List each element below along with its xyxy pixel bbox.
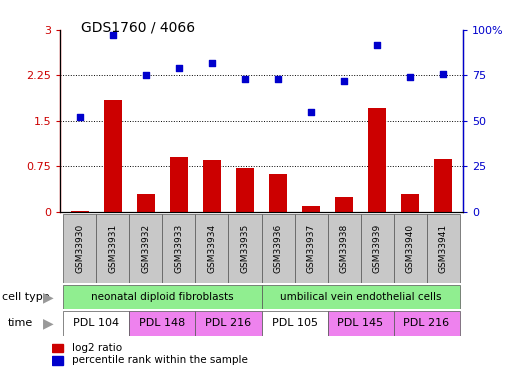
Bar: [269, 174, 287, 212]
Bar: [434, 159, 452, 212]
Bar: [196, 214, 229, 283]
Bar: [262, 285, 460, 309]
Bar: [262, 311, 327, 336]
Bar: [229, 214, 262, 283]
Point: [340, 78, 348, 84]
Text: GSM33941: GSM33941: [439, 224, 448, 273]
Bar: [130, 214, 163, 283]
Bar: [294, 214, 327, 283]
Point: [76, 114, 84, 120]
Bar: [335, 197, 353, 212]
Bar: [262, 214, 294, 283]
Bar: [236, 168, 254, 212]
Bar: [393, 311, 460, 336]
Text: PDL 216: PDL 216: [206, 318, 252, 328]
Text: GSM33931: GSM33931: [108, 224, 118, 273]
Text: GSM33934: GSM33934: [208, 224, 217, 273]
Point: [274, 76, 282, 82]
Text: PDL 145: PDL 145: [337, 318, 383, 328]
Text: neonatal diploid fibroblasts: neonatal diploid fibroblasts: [91, 292, 234, 302]
Bar: [52, 356, 63, 364]
Bar: [302, 206, 320, 212]
Point: [208, 60, 216, 66]
Point: [175, 65, 183, 71]
Bar: [427, 214, 460, 283]
Text: GSM33937: GSM33937: [306, 224, 315, 273]
Bar: [163, 214, 196, 283]
Text: PDL 104: PDL 104: [73, 318, 120, 328]
Point: [241, 76, 249, 82]
Bar: [327, 311, 393, 336]
Point: [307, 109, 315, 115]
Bar: [71, 211, 89, 212]
Bar: [63, 311, 130, 336]
Bar: [96, 214, 130, 283]
Text: percentile rank within the sample: percentile rank within the sample: [72, 356, 248, 366]
Bar: [360, 214, 393, 283]
Point: [439, 70, 447, 76]
Text: ▶: ▶: [43, 316, 54, 330]
Bar: [137, 194, 155, 212]
Text: PDL 148: PDL 148: [139, 318, 186, 328]
Bar: [63, 214, 96, 283]
Text: PDL 216: PDL 216: [403, 318, 450, 328]
Bar: [196, 311, 262, 336]
Bar: [170, 158, 188, 212]
Text: GSM33930: GSM33930: [75, 224, 84, 273]
Bar: [393, 214, 427, 283]
Text: GDS1760 / 4066: GDS1760 / 4066: [81, 21, 195, 34]
Bar: [203, 160, 221, 212]
Bar: [52, 344, 63, 352]
Text: umbilical vein endothelial cells: umbilical vein endothelial cells: [280, 292, 441, 302]
Text: time: time: [8, 318, 33, 328]
Text: log2 ratio: log2 ratio: [72, 343, 122, 353]
Text: ▶: ▶: [43, 290, 54, 304]
Bar: [130, 311, 196, 336]
Point: [406, 74, 414, 80]
Bar: [104, 100, 122, 212]
Text: PDL 105: PDL 105: [271, 318, 317, 328]
Text: GSM33938: GSM33938: [339, 224, 348, 273]
Text: cell type: cell type: [2, 292, 49, 302]
Bar: [401, 194, 419, 212]
Bar: [63, 285, 262, 309]
Text: GSM33939: GSM33939: [372, 224, 382, 273]
Text: GSM33932: GSM33932: [141, 224, 151, 273]
Point: [109, 33, 117, 39]
Text: GSM33936: GSM33936: [274, 224, 282, 273]
Text: GSM33935: GSM33935: [241, 224, 249, 273]
Text: GSM33933: GSM33933: [175, 224, 184, 273]
Text: GSM33940: GSM33940: [405, 224, 415, 273]
Point: [373, 42, 381, 48]
Bar: [327, 214, 360, 283]
Point: [142, 72, 150, 78]
Bar: [368, 108, 386, 212]
